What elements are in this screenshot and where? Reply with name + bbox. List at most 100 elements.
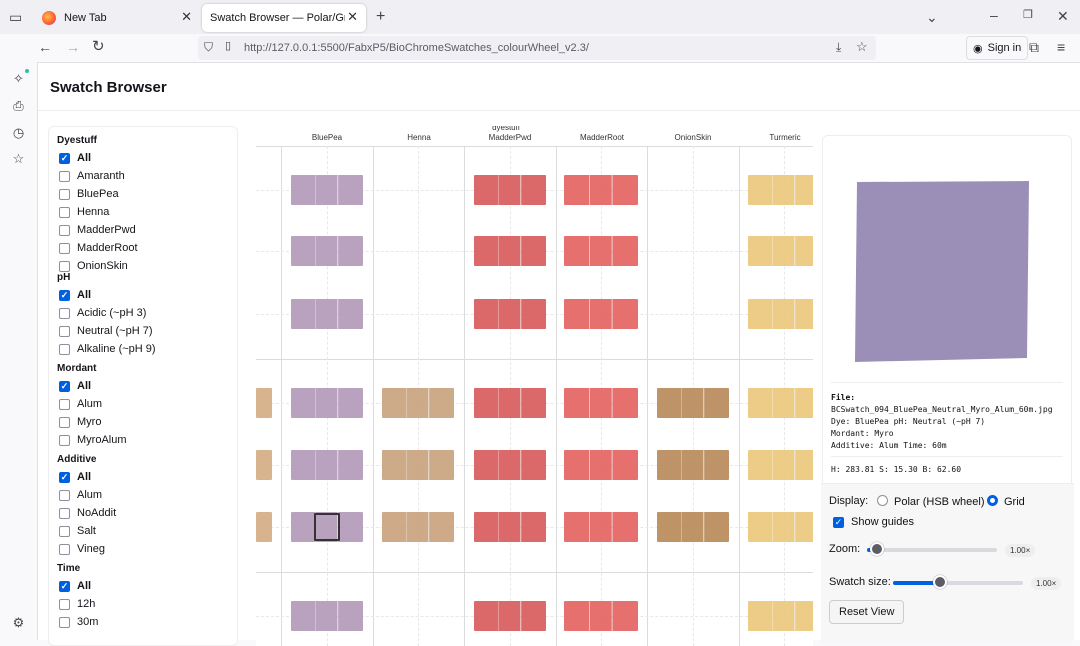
swatch-thumbnail[interactable] <box>291 601 363 631</box>
filter-checkbox[interactable]: Alum <box>59 396 102 412</box>
radio-icon[interactable] <box>877 495 888 506</box>
filter-checkbox[interactable]: MyroAlum <box>59 432 127 448</box>
filter-checkbox[interactable]: 30m <box>59 614 98 630</box>
filter-checkbox[interactable]: 12h <box>59 596 95 612</box>
swatch-thumbnail[interactable] <box>474 601 546 631</box>
swatch-thumbnail[interactable] <box>564 388 638 418</box>
checkmark-icon[interactable]: ✓ <box>833 516 844 528</box>
filter-checkbox[interactable]: Salt <box>59 523 96 539</box>
checkbox-icon[interactable] <box>59 543 70 555</box>
swatch-thumbnail[interactable] <box>291 450 363 480</box>
swatch-thumbnail[interactable] <box>564 512 638 542</box>
swatch-thumbnail[interactable] <box>256 512 272 542</box>
close-tab-icon[interactable]: ✕ <box>345 9 358 25</box>
swatch-thumbnail[interactable] <box>291 175 363 205</box>
filter-checkbox[interactable]: NoAddit <box>59 505 116 521</box>
checkbox-icon[interactable] <box>59 598 70 610</box>
swatch-thumbnail[interactable] <box>291 388 363 418</box>
settings-gear-icon[interactable]: ⚙ <box>12 615 25 630</box>
checkbox-icon[interactable] <box>59 343 70 355</box>
swatch-thumbnail[interactable] <box>291 236 363 266</box>
checkbox-icon[interactable] <box>59 616 70 628</box>
close-window-icon[interactable]: ✕ <box>1057 8 1069 24</box>
checkbox-icon[interactable] <box>59 260 70 272</box>
filter-checkbox[interactable]: MadderRoot <box>59 240 138 256</box>
swatch-thumbnail[interactable] <box>748 388 813 418</box>
new-tab-icon[interactable]: + <box>376 8 386 25</box>
checkbox-icon[interactable] <box>59 507 70 519</box>
filter-checkbox[interactable]: Vineg <box>59 541 105 557</box>
swatch-thumbnail[interactable] <box>474 450 546 480</box>
swatch-thumbnail[interactable] <box>564 450 638 480</box>
swatch-grid[interactable]: dyestuff BluePea Henna MadderPwd MadderRoot… <box>256 126 813 646</box>
swatch-size-slider[interactable] <box>893 575 1023 589</box>
bookmarks-icon[interactable]: ☆ <box>12 151 25 166</box>
chevron-down-icon[interactable]: ⌄ <box>926 9 938 25</box>
filter-checkbox[interactable]: Amaranth <box>59 168 125 184</box>
swatch-thumbnail[interactable] <box>474 388 546 418</box>
checkbox-icon[interactable] <box>59 434 70 446</box>
checkbox-icon[interactable] <box>59 525 70 537</box>
checkbox-icon[interactable] <box>59 416 70 428</box>
checkbox-icon[interactable] <box>59 325 70 337</box>
swatch-thumbnail[interactable] <box>474 236 546 266</box>
filter-checkbox[interactable]: ✓ All <box>59 150 91 166</box>
swatch-thumbnail[interactable] <box>748 175 813 205</box>
shield-icon[interactable]: ⛉ <box>204 40 214 54</box>
swatch-thumbnail[interactable] <box>382 388 454 418</box>
radio-icon[interactable] <box>987 495 998 506</box>
tab-new-tab[interactable]: New Tab ✕ <box>34 4 200 32</box>
swatch-thumbnail[interactable] <box>748 450 813 480</box>
filter-checkbox[interactable]: ✓ All <box>59 378 91 394</box>
reload-icon[interactable]: ↻ <box>92 38 105 55</box>
checkbox-icon[interactable] <box>59 307 70 319</box>
filter-checkbox[interactable]: ✓ All <box>59 578 91 594</box>
swatch-thumbnail[interactable] <box>657 388 729 418</box>
download-icon[interactable]: ⤓ <box>836 40 842 54</box>
swatch-thumbnail[interactable] <box>382 512 454 542</box>
swatch-thumbnail[interactable] <box>474 175 546 205</box>
filter-checkbox[interactable]: Acidic (~pH 3) <box>59 305 146 321</box>
swatch-thumbnail[interactable] <box>657 450 729 480</box>
filter-checkbox[interactable]: Henna <box>59 204 109 220</box>
checkbox-icon[interactable] <box>59 188 70 200</box>
reset-view-button[interactable]: Reset View <box>829 600 905 624</box>
zoom-slider-thumb[interactable] <box>870 542 885 556</box>
sign-in-button[interactable]: ◉ Sign in <box>966 36 1029 60</box>
close-tab-icon[interactable]: ✕ <box>181 9 192 24</box>
swatch-thumbnail[interactable] <box>564 601 638 631</box>
checkbox-icon[interactable] <box>59 242 70 254</box>
grid-radio[interactable]: Grid <box>987 495 1025 508</box>
swatch-thumbnail[interactable] <box>291 299 363 329</box>
swatch-thumbnail[interactable] <box>748 512 813 542</box>
checkbox-icon[interactable] <box>59 489 70 501</box>
filter-panel[interactable]: Dyestuff ✓ All Amaranth BluePea Henna MadderPw… <box>48 126 238 646</box>
filter-checkbox[interactable]: ✓ All <box>59 469 91 485</box>
filter-checkbox[interactable]: Alum <box>59 487 102 503</box>
url-bar[interactable]: ⛉ ▯ http://127.0.0.1:5500/FabxP5/BioChro… <box>198 36 876 60</box>
restore-icon[interactable]: ❐ <box>1023 9 1033 21</box>
swatch-thumbnail[interactable] <box>657 512 729 542</box>
swatch-thumbnail[interactable] <box>748 299 813 329</box>
ai-sparkle-icon[interactable]: ✧ <box>13 71 24 86</box>
swatch-thumbnail[interactable] <box>748 601 813 631</box>
swatch-thumbnail[interactable] <box>564 236 638 266</box>
filter-checkbox[interactable]: OnionSkin <box>59 258 128 274</box>
filter-checkbox[interactable]: BluePea <box>59 186 119 202</box>
show-guides-checkbox[interactable]: ✓ Show guides <box>833 516 914 528</box>
swatch-thumbnail[interactable] <box>291 512 363 542</box>
swatch-thumbnail[interactable] <box>256 388 272 418</box>
swatch-thumbnail[interactable] <box>748 236 813 266</box>
swatch-size-slider-thumb[interactable] <box>932 575 947 589</box>
checkbox-icon[interactable] <box>59 206 70 218</box>
checkmark-icon[interactable]: ✓ <box>59 152 70 164</box>
bookmark-star-icon[interactable]: ☆ <box>856 39 868 54</box>
swatch-thumbnail[interactable] <box>564 299 638 329</box>
zoom-slider[interactable] <box>867 542 997 556</box>
checkbox-icon[interactable] <box>59 398 70 410</box>
tab-list-icon[interactable]: ▭ <box>9 9 23 25</box>
filter-checkbox[interactable]: Myro <box>59 414 101 430</box>
checkmark-icon[interactable]: ✓ <box>59 289 70 301</box>
back-icon[interactable]: ← <box>38 39 52 55</box>
checkmark-icon[interactable]: ✓ <box>59 471 70 483</box>
